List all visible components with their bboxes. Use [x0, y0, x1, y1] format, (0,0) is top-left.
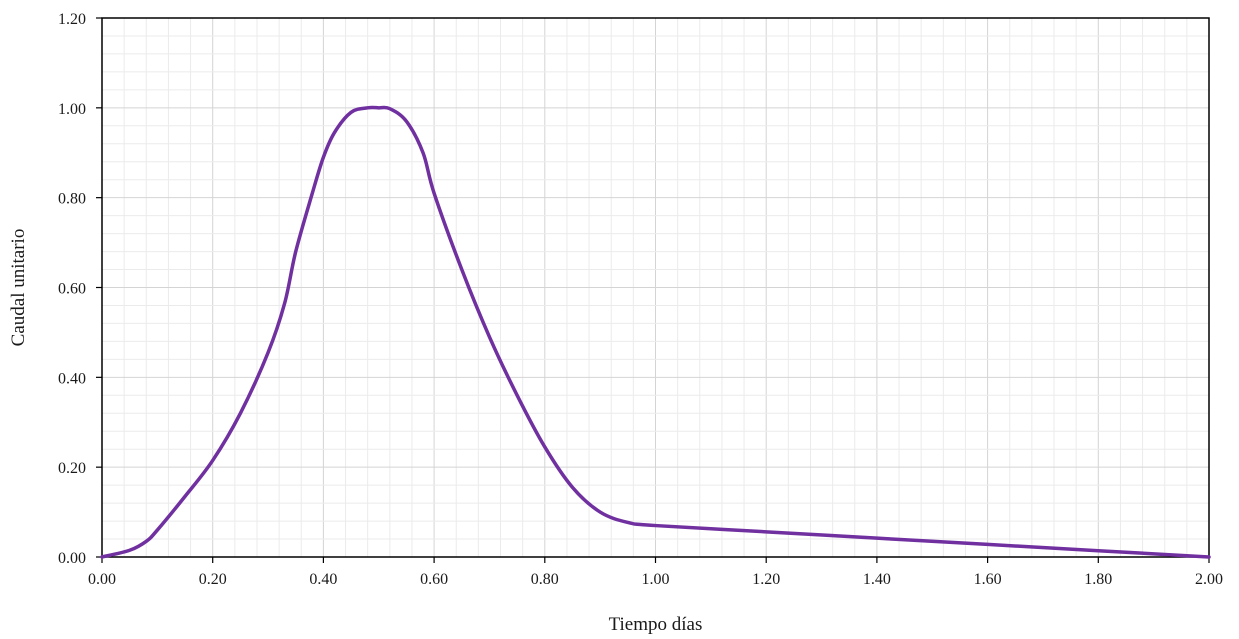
x-tick-label: 1.00 — [642, 571, 670, 588]
tick-marks — [96, 17, 1210, 563]
x-tick-label: 0.00 — [88, 571, 116, 588]
y-tick-label: 1.00 — [58, 101, 86, 118]
x-tick-label: 1.60 — [974, 571, 1002, 588]
x-tick-label: 0.20 — [199, 571, 227, 588]
y-tick-label: 0.60 — [58, 281, 86, 298]
y-tick-labels: 0.00 0.20 0.40 0.60 0.80 1.00 1.20 — [58, 11, 86, 567]
x-tick-label: 1.20 — [752, 571, 780, 588]
y-tick-label: 0.80 — [58, 191, 86, 208]
x-tick-labels: 0.00 0.20 0.40 0.60 0.80 1.00 1.20 1.40 1.60 1.80… — [88, 571, 1223, 588]
y-tick-label: 0.20 — [58, 460, 86, 477]
y-axis-title: Caudal unitario — [8, 229, 29, 347]
x-tick-label: 1.80 — [1084, 571, 1112, 588]
x-tick-label: 2.00 — [1195, 571, 1223, 588]
y-tick-label: 1.20 — [58, 11, 86, 28]
x-tick-label: 0.60 — [420, 571, 448, 588]
x-tick-label: 0.40 — [309, 571, 337, 588]
x-tick-label: 1.40 — [863, 571, 891, 588]
grid — [101, 17, 1210, 558]
y-tick-label: 0.40 — [58, 370, 86, 387]
y-tick-label: 0.00 — [58, 550, 86, 567]
x-axis-title: Tiempo días — [609, 614, 703, 635]
series-line — [100, 105, 1211, 559]
x-tick-label: 0.80 — [531, 571, 559, 588]
